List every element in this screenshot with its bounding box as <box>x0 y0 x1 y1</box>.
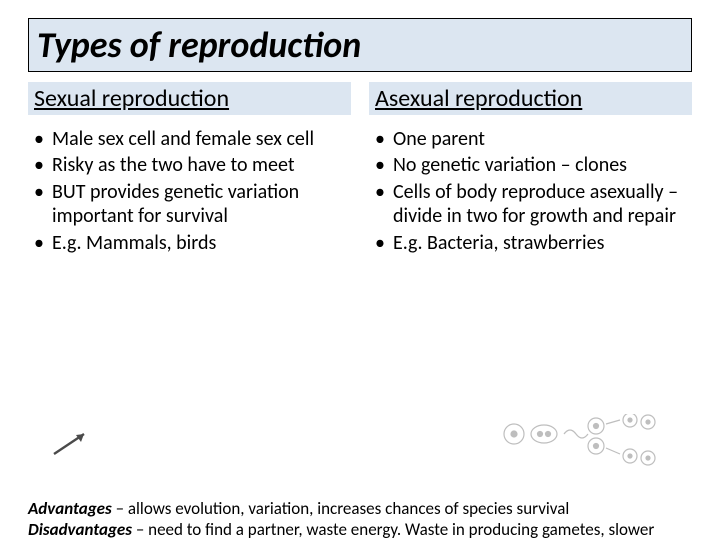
advantages-line: Advantages – allows evolution, variation… <box>28 498 692 519</box>
list-item: Male sex cell and female sex cell <box>34 127 351 151</box>
title-bar: Types of reproduction <box>28 18 692 72</box>
advantages-text: – allows evolution, variation, increases… <box>112 498 570 519</box>
list-item: No genetic variation – clones <box>375 153 692 177</box>
right-bullet-list: One parent No genetic variation – clones… <box>369 127 692 255</box>
list-item: E.g. Bacteria, strawberries <box>375 231 692 255</box>
list-item: One parent <box>375 127 692 151</box>
cell-division-diagram-icon <box>500 414 660 472</box>
list-item: Cells of body reproduce asexually – divi… <box>375 180 692 229</box>
left-column: Sexual reproduction Male sex cell and fe… <box>28 82 351 257</box>
disadvantages-line: Disadvantages – need to find a partner, … <box>28 519 692 540</box>
left-bullet-list: Male sex cell and female sex cell Risky … <box>28 127 351 255</box>
advantages-label: Advantages <box>28 498 112 519</box>
columns: Sexual reproduction Male sex cell and fe… <box>28 82 692 257</box>
arrow-icon <box>48 428 92 458</box>
disadvantages-text: – need to find a partner, waste energy. … <box>132 519 654 540</box>
list-item: E.g. Mammals, birds <box>34 231 351 255</box>
disadvantages-label: Disadvantages <box>28 519 132 540</box>
footer-notes: Advantages – allows evolution, variation… <box>28 498 692 541</box>
left-subtitle-bar: Sexual reproduction <box>28 82 351 115</box>
left-subtitle: Sexual reproduction <box>34 84 345 113</box>
list-item: Risky as the two have to meet <box>34 153 351 177</box>
page-title: Types of reproduction <box>37 23 683 67</box>
list-item: BUT provides genetic variation important… <box>34 180 351 229</box>
right-column: Asexual reproduction One parent No genet… <box>369 82 692 257</box>
right-subtitle: Asexual reproduction <box>375 84 686 113</box>
right-subtitle-bar: Asexual reproduction <box>369 82 692 115</box>
